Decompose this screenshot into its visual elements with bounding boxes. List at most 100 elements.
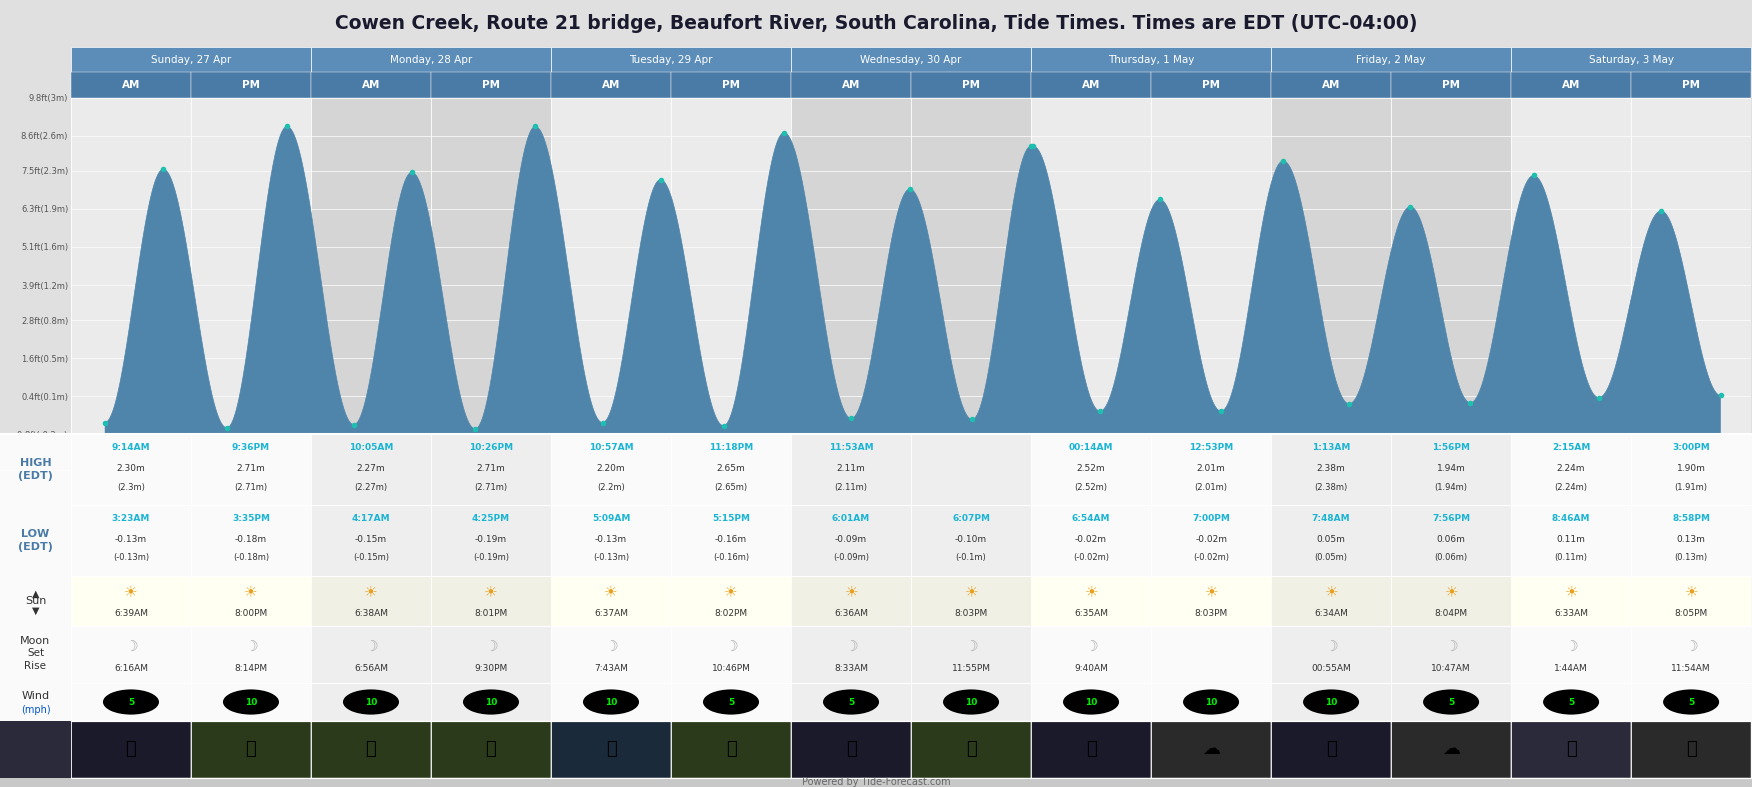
Text: 10: 10 [1084,697,1097,707]
Text: 2.27m: 2.27m [357,464,385,473]
Text: (mph): (mph) [21,705,51,715]
Text: ☽: ☽ [244,639,258,655]
Text: ☽: ☽ [1565,639,1579,655]
Text: 9:36PM: 9:36PM [231,443,270,453]
Text: ☀: ☀ [1084,584,1099,600]
Text: Cowen Creek, Route 21 bridge, Beaufort River, South Carolina, Tide Times. Times : Cowen Creek, Route 21 bridge, Beaufort R… [335,14,1417,33]
Text: PM: PM [962,80,979,90]
Text: ☽: ☽ [844,639,858,655]
Text: ☽: ☽ [1684,639,1698,655]
Text: ☀: ☀ [844,584,858,600]
Text: 8:03PM: 8:03PM [1195,609,1228,619]
Text: (-0.18m): (-0.18m) [233,553,270,563]
Text: 11:55PM: 11:55PM [951,664,990,674]
Text: 5: 5 [727,697,734,707]
Text: 2.71m: 2.71m [477,464,505,473]
Text: Moon: Moon [21,636,51,645]
Text: ☽: ☽ [1444,639,1458,655]
Text: (2.11m): (2.11m) [834,482,867,492]
Text: PM: PM [1442,80,1459,90]
Text: Set: Set [26,648,44,658]
Text: ☀: ☀ [1684,584,1698,600]
Text: (0.11m): (0.11m) [1554,553,1587,563]
Text: 5:15PM: 5:15PM [711,514,750,523]
Text: ☽: ☽ [1325,639,1339,655]
Text: PM: PM [1202,80,1219,90]
Text: -0.02m: -0.02m [1195,534,1226,544]
Text: 11:18PM: 11:18PM [710,443,753,453]
Text: ☽: ☽ [1084,639,1099,655]
Text: (-0.15m): (-0.15m) [352,553,389,563]
Text: 5: 5 [1447,697,1454,707]
Text: 1:44AM: 1:44AM [1554,664,1587,674]
Text: 5: 5 [848,697,855,707]
Text: 7:43AM: 7:43AM [594,664,627,674]
Text: 10: 10 [1325,697,1337,707]
Text: 🌙: 🌙 [846,741,857,758]
Text: (2.2m): (2.2m) [597,482,625,492]
Text: (1.91m): (1.91m) [1675,482,1708,492]
Text: (-0.19m): (-0.19m) [473,553,510,563]
Text: ⛅: ⛅ [965,741,976,758]
Text: (-0.02m): (-0.02m) [1193,553,1230,563]
Text: 6:01AM: 6:01AM [832,514,871,523]
Text: 10: 10 [604,697,617,707]
Text: 🌙: 🌙 [1086,741,1097,758]
Text: Wind: Wind [21,691,49,700]
Text: AM: AM [363,80,380,90]
Text: (0.06m): (0.06m) [1435,553,1468,563]
Text: 6:35AM: 6:35AM [1074,609,1107,619]
Text: (0.05m): (0.05m) [1314,553,1347,563]
Text: 1.94m: 1.94m [1437,464,1465,473]
Text: 5: 5 [1568,697,1575,707]
Text: ⛅: ⛅ [1685,741,1696,758]
Text: LOW
(EDT): LOW (EDT) [18,529,53,552]
Text: AM: AM [1083,80,1100,90]
Text: 10:26PM: 10:26PM [470,443,513,453]
Text: ⛅: ⛅ [485,741,496,758]
Text: ☁: ☁ [1202,741,1219,758]
Text: PM: PM [722,80,739,90]
Text: 6:36AM: 6:36AM [834,609,867,619]
Text: 8:04PM: 8:04PM [1435,609,1468,619]
Text: ▲: ▲ [32,589,39,598]
Bar [70,98,312,434]
Text: (-0.02m): (-0.02m) [1072,553,1109,563]
Text: AM: AM [1323,80,1340,90]
Text: ☀: ☀ [724,584,738,600]
Text: -0.13m: -0.13m [596,534,627,544]
Text: Sun: Sun [25,597,46,606]
Text: -0.18m: -0.18m [235,534,266,544]
Text: -0.15m: -0.15m [356,534,387,544]
Text: ☀: ☀ [244,584,258,600]
Text: 1.90m: 1.90m [1677,464,1705,473]
Text: 8:03PM: 8:03PM [955,609,988,619]
Text: 3:23AM: 3:23AM [112,514,151,523]
Text: 11:53AM: 11:53AM [829,443,872,453]
Bar [792,98,1030,434]
Text: (-0.13m): (-0.13m) [112,553,149,563]
Text: ☀: ☀ [1204,584,1218,600]
Text: 6:34AM: 6:34AM [1314,609,1347,619]
Bar [1510,98,1750,434]
Text: 10:57AM: 10:57AM [589,443,632,453]
Text: 🌥: 🌥 [126,741,137,758]
Text: 7:00PM: 7:00PM [1191,514,1230,523]
Text: (2.01m): (2.01m) [1195,482,1228,492]
Text: 9:40AM: 9:40AM [1074,664,1107,674]
Text: ☽: ☽ [484,639,498,655]
Text: 9:14AM: 9:14AM [112,443,151,453]
Text: 8:00PM: 8:00PM [235,609,268,619]
Text: (2.27m): (2.27m) [354,482,387,492]
Text: PM: PM [1682,80,1699,90]
Text: PM: PM [482,80,499,90]
Text: 10: 10 [485,697,498,707]
Text: 2.30m: 2.30m [117,464,145,473]
Text: ☀: ☀ [1444,584,1458,600]
Text: ☽: ☽ [124,639,138,655]
Bar [550,98,792,434]
Text: 10: 10 [364,697,377,707]
Text: 5: 5 [1687,697,1694,707]
Text: 1:13AM: 1:13AM [1312,443,1351,453]
Text: 2.38m: 2.38m [1318,464,1346,473]
